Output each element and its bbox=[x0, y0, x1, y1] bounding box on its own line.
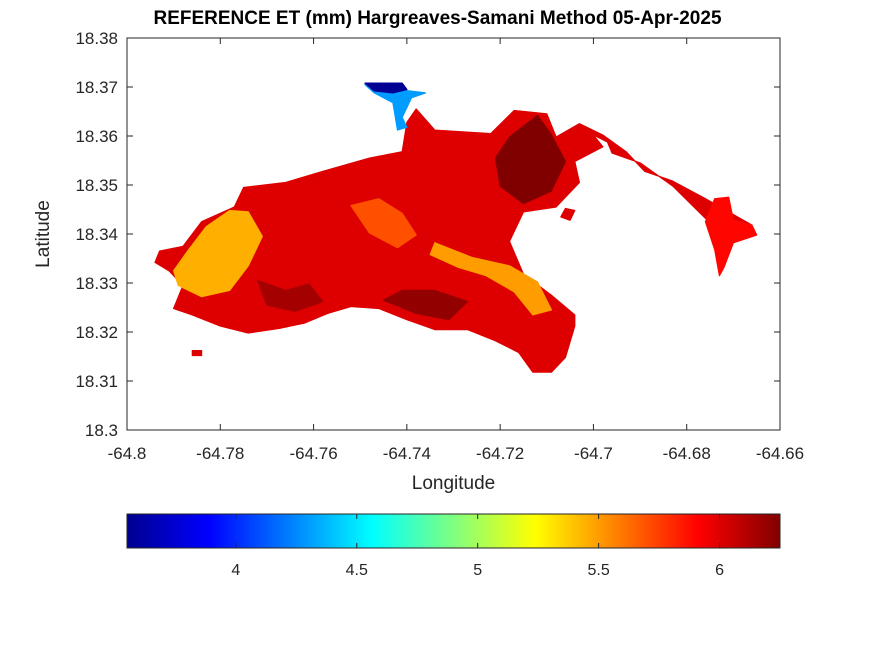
region-south-dark bbox=[382, 289, 469, 321]
x-tick-label: -64.72 bbox=[476, 444, 524, 463]
region-south-ridge bbox=[429, 242, 553, 316]
region-mid-ridge bbox=[350, 198, 417, 249]
region-islet-east bbox=[560, 207, 576, 221]
y-tick-label: 18.37 bbox=[75, 78, 118, 97]
y-tick-label: 18.31 bbox=[75, 372, 118, 391]
x-tick-label: -64.7 bbox=[574, 444, 613, 463]
colorbar-tick-label: 4 bbox=[231, 562, 240, 579]
region-islet-southwest bbox=[191, 350, 203, 357]
x-axis-label: Longitude bbox=[411, 473, 496, 494]
colorbar-tick-label: 5 bbox=[473, 562, 482, 579]
x-tick-label: -64.76 bbox=[289, 444, 337, 463]
chart-title: REFERENCE ET (mm) Hargreaves-Samani Meth… bbox=[153, 8, 722, 29]
x-tick-label: -64.68 bbox=[663, 444, 711, 463]
colorbar-tick-label: 5.5 bbox=[587, 562, 609, 579]
region-west-highland bbox=[173, 209, 263, 298]
colorbar-tick-label: 6 bbox=[715, 562, 724, 579]
region-west-dark bbox=[257, 279, 324, 312]
x-tick-label: -64.8 bbox=[108, 444, 147, 463]
y-tick-label: 18.3 bbox=[85, 421, 118, 440]
region-north-tip bbox=[364, 82, 408, 94]
x-tick-label: -64.74 bbox=[383, 444, 431, 463]
y-axis-label: Latitude bbox=[33, 200, 54, 268]
region-northeast-dark bbox=[494, 114, 567, 205]
colorbar bbox=[126, 513, 781, 549]
region-east-cape bbox=[704, 196, 758, 277]
y-tick-label: 18.33 bbox=[75, 274, 118, 293]
y-tick-label: 18.38 bbox=[75, 29, 118, 48]
y-tick-label: 18.35 bbox=[75, 176, 118, 195]
y-tick-label: 18.32 bbox=[75, 323, 118, 342]
x-tick-label: -64.66 bbox=[756, 444, 804, 463]
colorbar-tick-label: 4.5 bbox=[346, 562, 368, 579]
colorbar-ticks: 4 4.5 5 5.5 6 bbox=[231, 514, 724, 579]
y-tick-label: 18.34 bbox=[75, 225, 118, 244]
x-axis: -64.8 -64.78 -64.76 -64.74 -64.72 -64.7 -64.68… bbox=[108, 38, 804, 463]
et-map bbox=[154, 82, 758, 373]
y-axis: 18.3 18.31 18.32 18.33 18.34 18.35 18.36 18.37 1… bbox=[75, 29, 780, 440]
y-tick-label: 18.36 bbox=[75, 127, 118, 146]
x-tick-label: -64.78 bbox=[196, 444, 244, 463]
